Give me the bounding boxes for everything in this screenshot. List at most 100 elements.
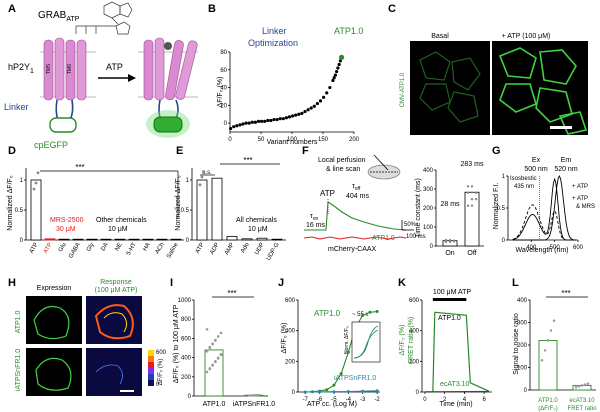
panel-l-letter: L (512, 277, 519, 289)
j-inset-note: ~ 55 x (352, 312, 369, 318)
perfusion-2: & line scan (326, 166, 360, 173)
bar (538, 340, 558, 391)
data-point (291, 114, 295, 118)
j-inset-ylabel: Norm. ΔF/F₀ (344, 326, 350, 354)
helix (143, 39, 154, 101)
data-point (232, 125, 236, 129)
data-point (229, 126, 233, 131)
data-point (263, 119, 267, 123)
x-tick-label: -3 (360, 397, 366, 403)
f-trace-label: ATP1.0 (372, 235, 395, 242)
panel-g-plot: 0 0.5 1 400 500 600 (497, 174, 584, 251)
data-point (337, 62, 341, 67)
panel-b-annot-2: Optimization (248, 38, 298, 48)
replicate-dot (583, 383, 587, 386)
data-point (238, 123, 242, 127)
f-toff-val: 283 ms (461, 161, 484, 168)
series-point (332, 383, 336, 387)
replicate-dot (202, 171, 206, 175)
replicate-dot (211, 342, 214, 346)
x-tick-label: ADP (209, 242, 220, 256)
data-point (281, 117, 285, 121)
panel-f-bar-plot: 0 100 200 300 400 On Off (423, 168, 484, 257)
data-point (275, 117, 279, 122)
panel-j-plot: 0 200 400 600 -7 -6 -5 -4 -3 -2 (285, 298, 380, 403)
h-cbar-label: ΔF/F₀ (%) (158, 359, 164, 386)
l-group-1a: ATP1.0 (538, 398, 558, 404)
replicate-dot (36, 171, 40, 175)
replicate-dot (200, 175, 204, 179)
replicate-dot (474, 191, 478, 194)
label-basal: Basal (431, 33, 449, 40)
colorbar-swatch (148, 350, 154, 356)
data-point (266, 118, 270, 123)
series-line (305, 390, 378, 393)
tm6-label: TM6 (67, 64, 73, 74)
series-point (375, 389, 379, 393)
emission-curve (512, 174, 576, 241)
series-point (325, 388, 329, 392)
panel-h: H Expression Response (100 μM ATP) ATP1.… (8, 277, 167, 396)
g-iso-1: Isosbestic (510, 176, 537, 182)
data-point (338, 59, 342, 63)
x-tick-label: AMP (224, 242, 236, 256)
y-tick-label: 0 (524, 388, 528, 394)
bar (256, 237, 268, 241)
bound-atp (164, 42, 172, 50)
data-point (235, 124, 239, 128)
replicate-dot (543, 349, 547, 352)
linker-left (55, 99, 74, 121)
h-row1: ATP1.0 (15, 310, 22, 333)
replicate-dot (577, 385, 581, 388)
x-tick-label: 0 (423, 397, 427, 403)
data-point (318, 99, 323, 103)
bar (30, 179, 42, 241)
panel-l-plot: 0 100 200 300 400 (517, 298, 596, 394)
data-point (297, 112, 301, 116)
k-trace-label: ATP1.0 (438, 315, 461, 322)
data-point (250, 120, 254, 124)
x-tick-label: -4 (346, 397, 352, 403)
g-leg-3: & MRS (576, 204, 595, 210)
replicate-dot (34, 181, 38, 185)
x-tick-label: UDP (254, 242, 266, 256)
data-point (244, 121, 248, 125)
h-col2-1: Response (100, 279, 132, 286)
replicate-dot (219, 353, 223, 357)
ton-a-val: 16 ms (306, 222, 326, 229)
panel-b-letter: B (208, 3, 216, 15)
panel-d-plot: 0 0.5 1 ATP ATP Glu GABA Gly DA NE 5-HT HA ACh Saline (15, 168, 184, 259)
g-ex-2: 500 nm (524, 166, 548, 173)
ton-a-sub: on (313, 216, 319, 222)
sensor-name: GRABATP (38, 10, 80, 23)
series-point (346, 350, 350, 354)
panel-j-letter: J (278, 277, 284, 289)
data-point (332, 76, 336, 80)
h-col1: Expression (37, 285, 72, 292)
pipette (373, 154, 389, 171)
y-tick-label: 600 (285, 298, 296, 304)
colorbar-swatch (148, 368, 154, 374)
replicate-dot (549, 329, 553, 332)
x-tick-label: UDP-G (266, 242, 281, 262)
atp-label: ATP (320, 189, 335, 198)
highlight-point (339, 54, 345, 60)
toff-a: τoff (352, 183, 361, 192)
panel-j: J ΔF/F₀ (%) ATP cc. (Log M) ATP1.0 iATPS… (278, 277, 380, 408)
l-group-1b: (ΔF/F₀) (538, 406, 558, 412)
replicate-dot (470, 185, 474, 188)
y-tick-label: 400 (517, 298, 528, 304)
x-tick-label: 4 (463, 397, 467, 403)
y-tick-label: 40 (220, 86, 227, 92)
panel-c-letter: C (388, 3, 396, 15)
i-ylabel: ΔF/F₀ (%) to 100 μM ATP (173, 304, 180, 383)
panel-k-plot: 0 200 400 600 0 2 4 6 (409, 298, 492, 403)
g-ylabel: Normalized F.I. (493, 183, 500, 230)
x-tick-label: Gly (86, 242, 96, 253)
y-tick-label: 100 (517, 366, 528, 372)
helix (76, 39, 87, 101)
y-tick-label: 0 (416, 390, 420, 396)
panel-e: E Normalized ΔF/F₀ *** n.s. All chemical… (175, 145, 286, 262)
y-tick-label: 1 (502, 174, 506, 180)
